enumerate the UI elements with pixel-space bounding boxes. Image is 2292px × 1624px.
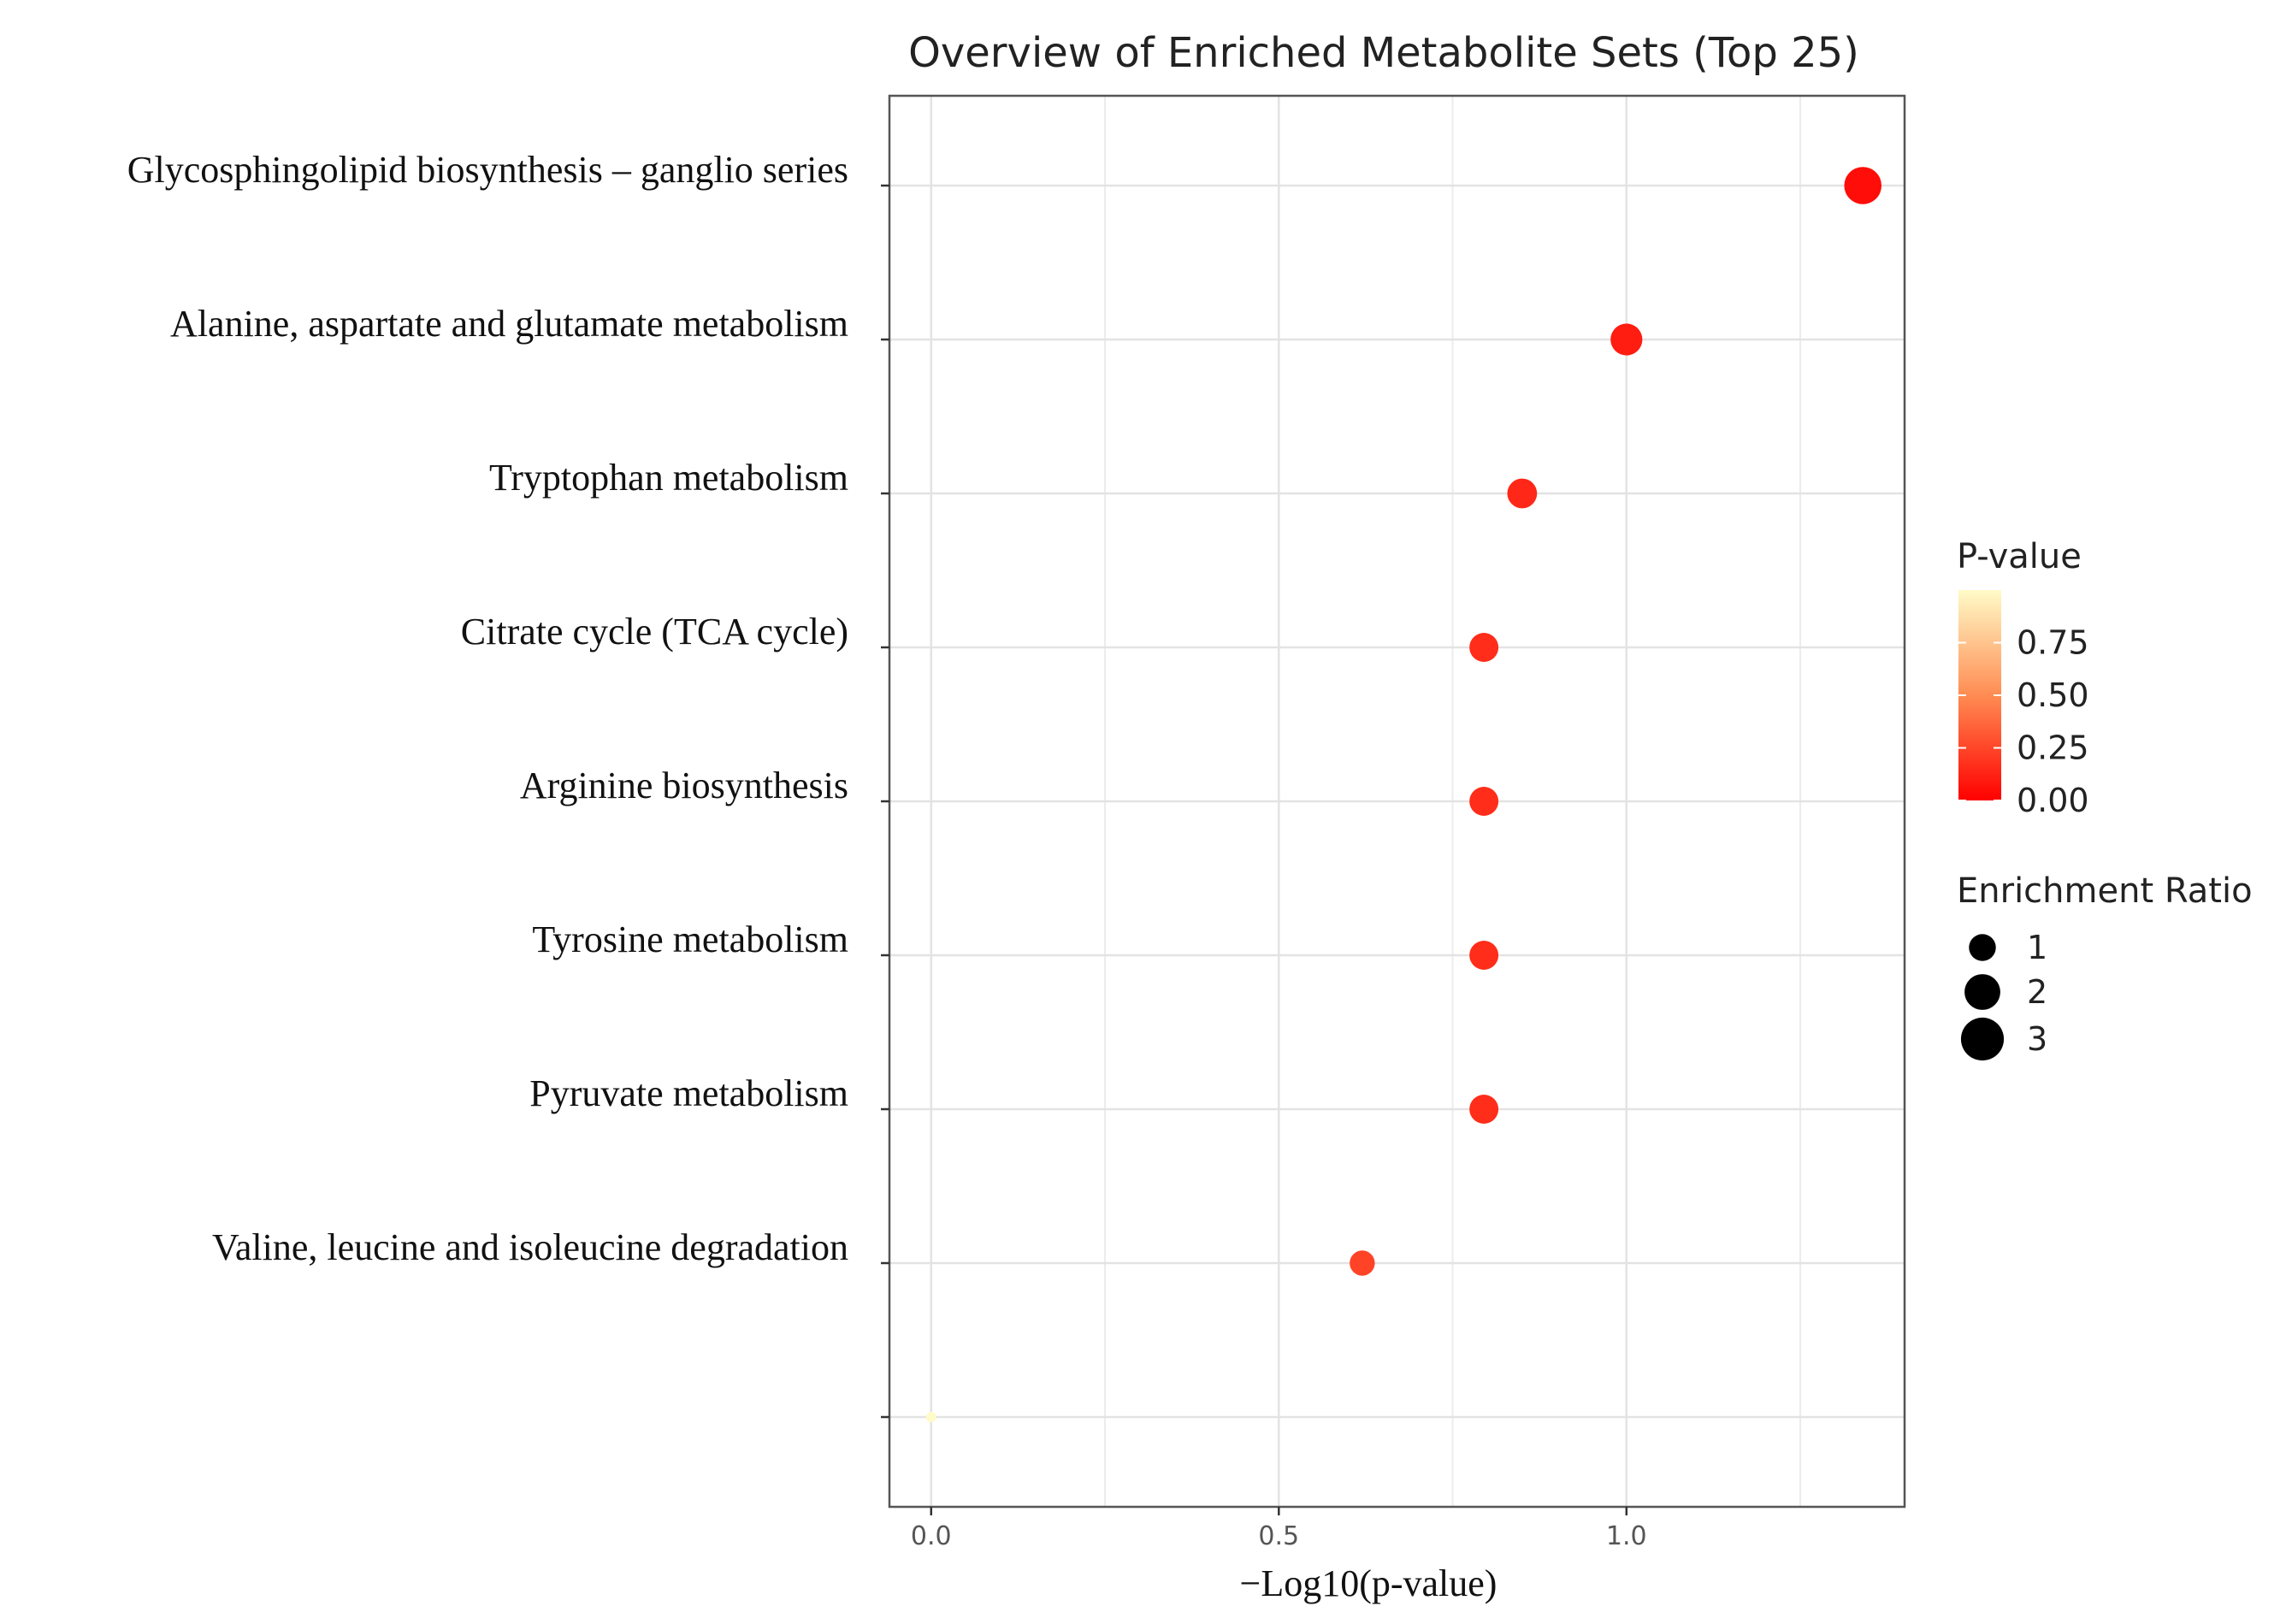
y-tick-label: Alanine, aspartate and glutamate metabol… xyxy=(170,303,848,345)
size-legend-label: 3 xyxy=(2027,1020,2047,1058)
data-point xyxy=(1469,1095,1499,1124)
x-tick-label: 1.0 xyxy=(1606,1521,1647,1551)
size-legend-label: 1 xyxy=(2027,929,2047,966)
y-tick-label: Arginine biosynthesis xyxy=(520,765,848,806)
data-point xyxy=(1469,787,1499,816)
y-tick-label: Glycosphingolipid biosynthesis – ganglio… xyxy=(127,149,848,191)
x-axis-title: −Log10(p-value) xyxy=(1240,1562,1497,1604)
data-point xyxy=(1469,633,1499,662)
size-legend-dot xyxy=(1969,934,1996,961)
data-point xyxy=(1469,941,1499,970)
y-tick-label: Citrate cycle (TCA cycle) xyxy=(461,611,848,653)
size-legend-title: Enrichment Ratio xyxy=(1957,871,2253,911)
legend: P-value 0.75 0.50 0.25 0.00 Enrichment Ratio 1… xyxy=(1957,537,2253,1061)
chart-title: Overview of Enriched Metabolite Sets (To… xyxy=(908,29,1859,77)
color-legend-title: P-value xyxy=(1957,537,2082,576)
data-point xyxy=(1507,478,1538,509)
data-point xyxy=(925,1412,936,1422)
y-axis: Glycosphingolipid biosynthesis – ganglio… xyxy=(127,149,889,1419)
y-tick-label: Pyruvate metabolism xyxy=(529,1072,848,1114)
x-axis: 0.0 0.5 1.0 xyxy=(911,1507,1647,1551)
grid-major xyxy=(889,96,1905,1507)
y-tick-label: Tyrosine metabolism xyxy=(532,918,848,960)
y-tick-label: Valine, leucine and isoleucine degradati… xyxy=(212,1226,848,1268)
color-legend-label: 0.25 xyxy=(2017,729,2089,767)
data-point xyxy=(1844,167,1882,204)
x-tick-label: 0.5 xyxy=(1258,1521,1299,1551)
data-points xyxy=(925,167,1882,1422)
size-legend-dot xyxy=(1960,1017,2005,1061)
size-legend-dot xyxy=(1964,974,2000,1010)
color-legend-label: 0.75 xyxy=(2017,624,2089,662)
size-legend-label: 2 xyxy=(2027,973,2047,1011)
data-point xyxy=(1610,323,1643,356)
color-legend-label: 0.00 xyxy=(2017,782,2089,819)
color-legend-label: 0.50 xyxy=(2017,676,2089,714)
data-point xyxy=(1350,1250,1375,1276)
y-tick-label: Tryptophan metabolism xyxy=(489,457,848,499)
x-tick-label: 0.0 xyxy=(911,1521,952,1551)
